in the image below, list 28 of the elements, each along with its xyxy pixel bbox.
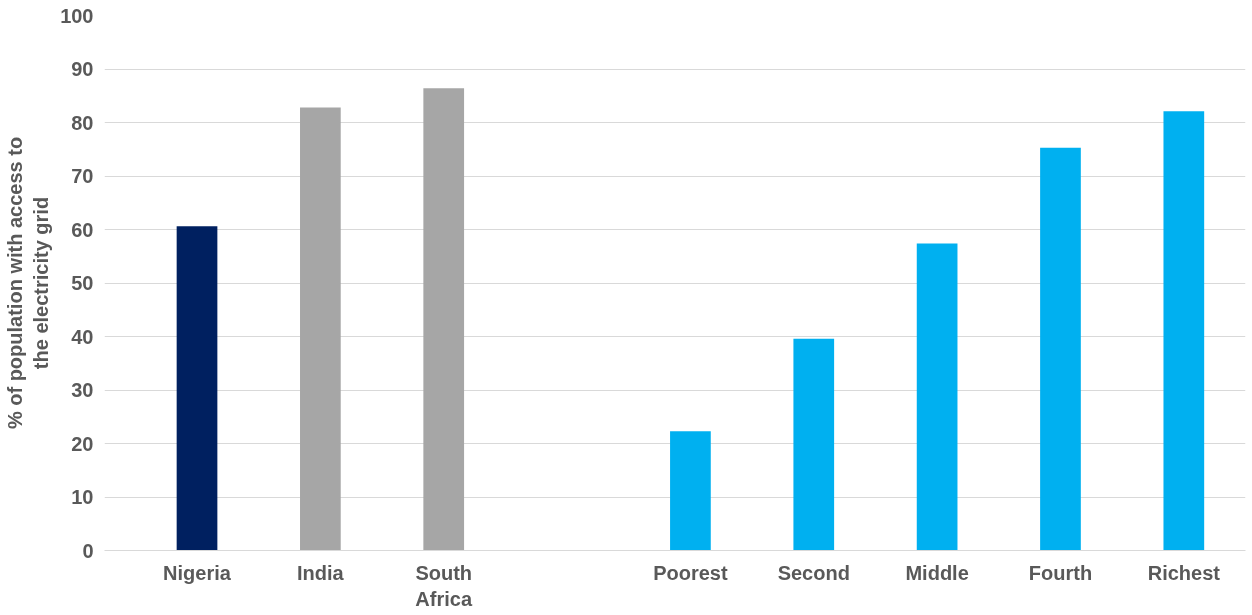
bar <box>1040 147 1081 551</box>
y-tick-label: 40 <box>71 325 94 348</box>
y-tick-label: 0 <box>82 539 94 562</box>
x-tick-label: Nigeria <box>163 561 232 584</box>
bar <box>793 338 835 551</box>
x-tick-label: Middle <box>905 561 969 584</box>
bar <box>300 107 341 551</box>
y-tick-label: 80 <box>71 111 94 134</box>
y-tick-label: 70 <box>71 165 94 187</box>
x-tick-label: Fourth <box>1028 561 1093 584</box>
y-tick-label: 100 <box>60 4 94 27</box>
bar <box>423 88 465 551</box>
x-tick-label: South Africa <box>415 561 473 610</box>
x-tick-label: Poorest <box>653 561 728 584</box>
y-tick-label: 60 <box>71 218 94 241</box>
bar <box>916 243 958 551</box>
y-tick-label: 50 <box>71 272 94 294</box>
x-tick-label: Second <box>777 561 850 584</box>
y-tick-label: 10 <box>71 486 94 508</box>
y-axis-title: % of population with access to the electricity grid <box>3 136 53 430</box>
bar <box>670 431 711 551</box>
bar <box>1163 111 1205 551</box>
x-tick-label: Richest <box>1147 561 1221 584</box>
x-tick-label: India <box>297 561 345 584</box>
y-tick-label: 90 <box>71 58 94 80</box>
y-tick-label: 30 <box>71 379 94 401</box>
bar <box>176 226 218 551</box>
y-tick-label: 20 <box>71 432 94 455</box>
